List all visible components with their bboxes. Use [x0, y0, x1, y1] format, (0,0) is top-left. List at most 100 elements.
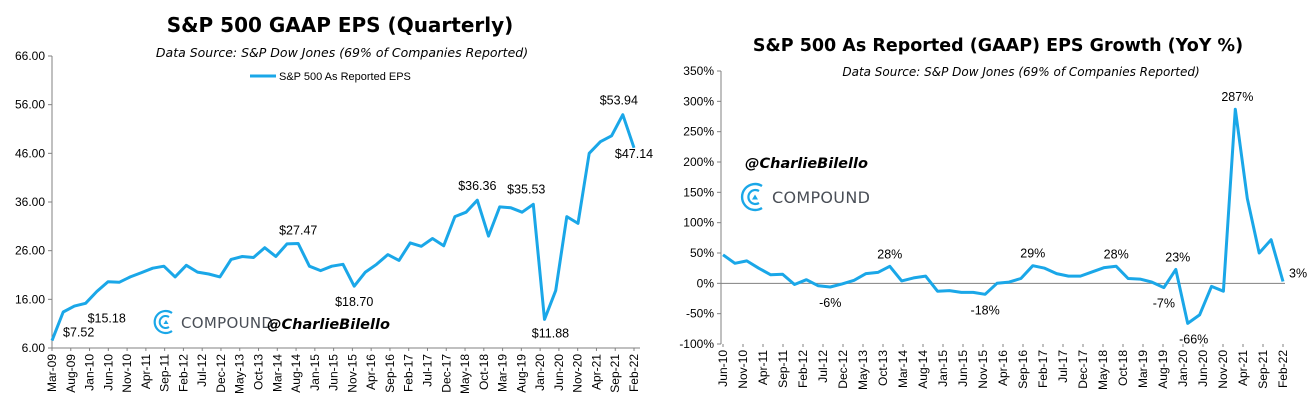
x-tick-label: May-18 [1096, 350, 1110, 390]
y-tick-label: 0% [697, 276, 715, 290]
x-tick-label: Apr-16 [364, 354, 378, 390]
x-tick-label: Sep-16 [383, 354, 397, 393]
x-tick-label: Oct-13 [876, 350, 890, 386]
x-tick-label: May-18 [458, 354, 472, 394]
chart-subtitle: Data Source: S&P Dow Jones (69% of Compa… [156, 45, 528, 60]
data-label: $53.94 [600, 94, 638, 108]
x-tick-label: Feb-22 [1276, 350, 1290, 388]
y-tick-label: 46.00 [15, 146, 45, 160]
data-label: 29% [1020, 247, 1045, 261]
twitter-handle: @CharlieBilello [745, 156, 868, 172]
series-line [722, 107, 1285, 325]
x-tick-label: Jul-17 [420, 354, 434, 387]
data-label: 3% [1289, 267, 1307, 281]
x-tick-label: Jan-15 [936, 350, 950, 387]
data-label: 287% [1221, 90, 1253, 104]
chart-title: S&P 500 As Reported (GAAP) EPS Growth (Y… [753, 36, 1243, 56]
x-tick-label: Jun-15 [956, 350, 970, 387]
x-tick-label: Nov-10 [120, 354, 134, 393]
y-tick-label: 100% [683, 216, 714, 230]
data-label: $18.70 [335, 295, 373, 309]
x-tick-label: Apr-11 [139, 354, 153, 389]
chart-title: S&P 500 GAAP EPS (Quarterly) [167, 13, 514, 37]
x-tick-label: Nov-15 [345, 354, 359, 393]
x-tick-label: Sep-21 [1256, 350, 1270, 389]
x-tick-label: Jun-10 [716, 350, 730, 387]
twitter-handle: @CharlieBilello [267, 317, 390, 333]
x-tick-label: Jul-17 [1056, 350, 1070, 383]
x-tick-label: May-13 [233, 354, 247, 394]
x-tick-label: Apr-11 [756, 350, 770, 385]
x-tick-label: Nov-10 [736, 350, 750, 389]
x-tick-label: Dec-17 [1076, 350, 1090, 389]
x-tick-label: Sep-21 [608, 354, 622, 393]
data-label: $7.52 [63, 326, 94, 340]
chart-subtitle: Data Source: S&P Dow Jones (69% of Compa… [842, 65, 1199, 79]
x-tick-label: May-13 [856, 350, 870, 390]
x-tick-label: Aug-19 [1156, 350, 1170, 389]
x-tick-label: Nov-20 [1216, 350, 1230, 389]
x-tick-label: Sep-11 [158, 354, 172, 392]
y-tick-label: 50% [690, 246, 714, 260]
x-tick-label: Mar-19 [1136, 350, 1150, 388]
y-tick-label: 300% [683, 94, 714, 108]
compound-watermark: COMPOUND [740, 182, 870, 212]
eps-growth-svg: S&P 500 As Reported (GAAP) EPS Growth (Y… [679, 36, 1307, 390]
x-tick-label: Dec-12 [836, 350, 850, 389]
compound-logo-icon [153, 309, 173, 335]
x-tick-label: Mar-14 [270, 354, 284, 392]
y-tick-label: 350% [683, 64, 714, 78]
y-tick-label: 250% [683, 125, 714, 139]
data-label: 23% [1165, 250, 1190, 264]
compound-logo-icon [740, 182, 763, 212]
compound-watermark: COMPOUND @CharlieBilello [153, 309, 390, 335]
x-tick-label: Dec-17 [439, 354, 453, 393]
x-tick-label: Jun-20 [552, 354, 566, 391]
data-label: $27.47 [279, 224, 317, 238]
x-tick-label: Feb-22 [627, 354, 641, 392]
x-tick-label: Jan-20 [1176, 350, 1190, 387]
x-tick-label: Aug-14 [289, 354, 303, 393]
x-tick-label: Jan-15 [308, 354, 322, 391]
x-tick-label: Oct-13 [252, 354, 266, 390]
x-tick-label: Mar-14 [896, 350, 910, 388]
y-tick-label: 150% [683, 185, 714, 199]
data-label: $15.18 [88, 311, 126, 325]
data-label: -6% [819, 296, 841, 310]
data-label: 28% [1104, 247, 1129, 261]
eps-quarterly-svg: S&P 500 GAAP EPS (Quarterly) Data Source… [15, 13, 653, 394]
compound-brand-name: COMPOUND [772, 188, 870, 207]
legend: S&P 500 As Reported EPS [250, 71, 411, 83]
x-tick-label: Aug-19 [514, 354, 528, 393]
y-tick-label: 200% [683, 155, 714, 169]
x-tick-label: Apr-21 [1236, 350, 1250, 386]
x-tick-label: Mar-09 [45, 354, 59, 392]
x-tick-label: Apr-16 [996, 350, 1010, 386]
x-tick-label: Aug-14 [916, 350, 930, 389]
x-tick-label: Nov-20 [571, 354, 585, 393]
y-tick-label: -100% [679, 337, 714, 351]
x-tick-label: Oct-18 [1116, 350, 1130, 386]
data-label: $36.36 [458, 179, 496, 193]
legend-label: S&P 500 As Reported EPS [279, 71, 411, 83]
data-label: -66% [1179, 332, 1208, 346]
x-tick-label: Sep-11 [776, 350, 790, 388]
x-tick-label: Feb-17 [1036, 350, 1050, 388]
y-tick-label: 16.00 [15, 292, 45, 306]
y-tick-label: 66.00 [15, 49, 45, 63]
series-line [50, 113, 636, 342]
x-tick-label: Sep-16 [1016, 350, 1030, 389]
data-label: -7% [1153, 297, 1175, 311]
x-tick-label: Oct-18 [477, 354, 491, 390]
x-tick-label: Jan-10 [83, 354, 97, 391]
x-tick-label: Mar-19 [496, 354, 510, 392]
eps-growth-chart: S&P 500 As Reported (GAAP) EPS Growth (Y… [655, 0, 1308, 409]
x-tick-label: Jan-20 [533, 354, 547, 391]
data-label: $11.88 [532, 326, 569, 340]
x-tick-label: Apr-21 [589, 354, 603, 390]
x-tick-label: Aug-09 [64, 354, 78, 393]
y-tick-label: 6.00 [22, 341, 46, 355]
data-label: $47.14 [615, 147, 653, 161]
x-tick-label: Jun-20 [1196, 350, 1210, 387]
data-label: $35.53 [507, 182, 545, 196]
